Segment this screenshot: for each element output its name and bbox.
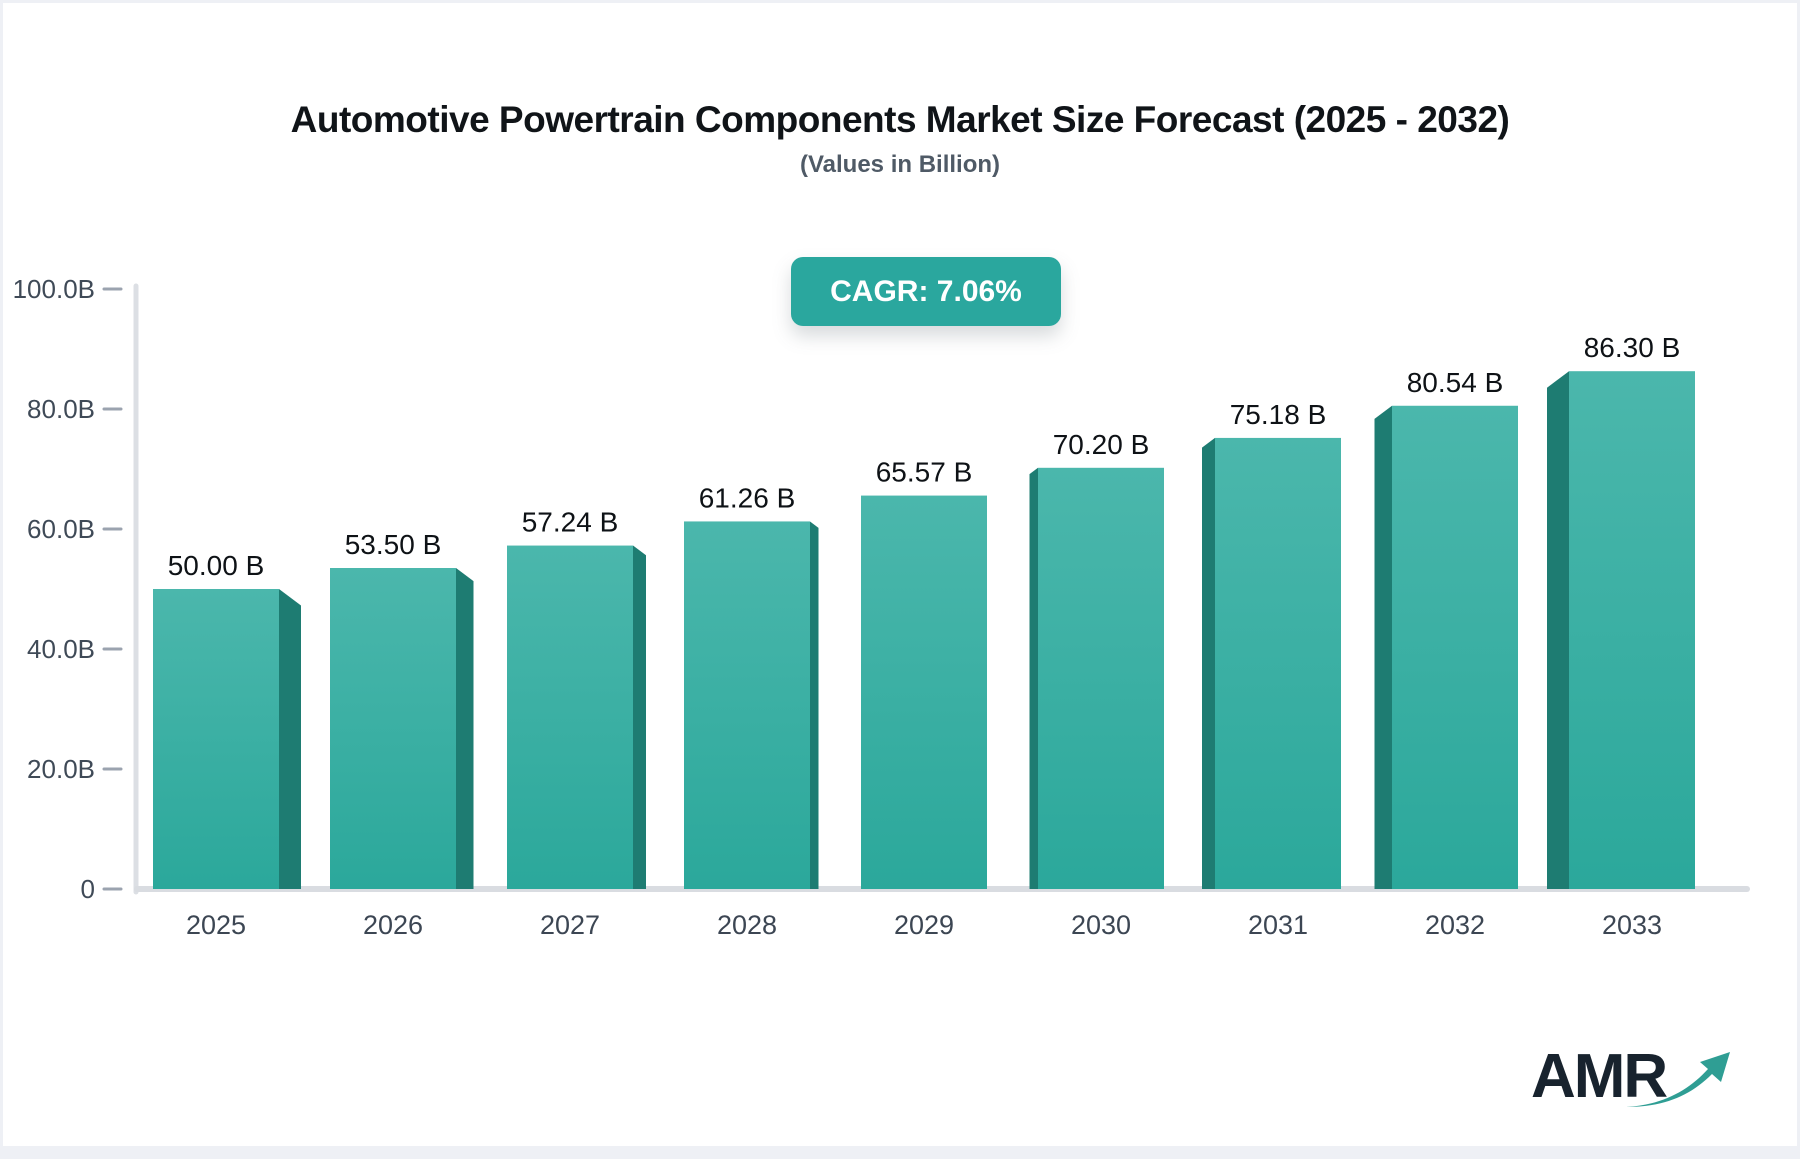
bar-side-2031	[1202, 437, 1215, 889]
bar-side-2026	[456, 568, 474, 889]
bar-value-label: 57.24 B	[522, 507, 619, 538]
x-axis-label: 2031	[1248, 910, 1308, 940]
y-tick-label: 60.0B	[27, 514, 95, 544]
x-axis-label: 2025	[186, 910, 246, 940]
bar-side-2028	[810, 521, 819, 889]
labels-group: 50.00 B 2025 53.50 B 2026 57.24 B 2027 61.26 B…	[168, 332, 1681, 940]
bar-side-2033	[1547, 371, 1569, 889]
chart-subtitle: (Values in Billion)	[799, 151, 1001, 178]
x-axis-label: 2027	[540, 910, 600, 940]
y-tick-label: 20.0B	[27, 754, 95, 784]
bar-2025	[153, 589, 279, 889]
cagr-badge: CAGR: 7.06%	[791, 257, 1061, 326]
x-axis-label: 2029	[894, 910, 954, 940]
bar-side-2027	[633, 545, 646, 889]
bar-side-2030	[1029, 467, 1038, 889]
bars-group	[153, 371, 1695, 889]
bar-2027	[507, 545, 633, 889]
chart-card: Automotive Powertrain Components Market …	[3, 3, 1797, 1146]
y-tick-label: 80.0B	[27, 394, 95, 424]
bar-2031	[1215, 437, 1341, 889]
bar-side-2025	[279, 589, 301, 889]
amr-logo: AMR	[1531, 1031, 1731, 1131]
x-axis-label: 2028	[717, 910, 777, 940]
bar-value-label: 80.54 B	[1407, 367, 1504, 398]
x-axis-label: 2033	[1602, 910, 1662, 940]
y-tick-label: 0	[81, 874, 95, 904]
bar-2030	[1038, 467, 1164, 889]
bar-value-label: 86.30 B	[1584, 332, 1681, 363]
x-axis-label: 2030	[1071, 910, 1131, 940]
chart-title: Automotive Powertrain Components Market …	[290, 99, 1510, 140]
cagr-badge-label: CAGR: 7.06%	[830, 274, 1022, 308]
bar-value-label: 75.18 B	[1230, 399, 1327, 430]
bar-2026	[330, 568, 456, 889]
bar-2033	[1569, 371, 1695, 889]
bar-value-label: 50.00 B	[168, 550, 265, 581]
bar-value-label: 65.57 B	[876, 457, 973, 488]
bar-2029	[861, 495, 987, 889]
bar-value-label: 70.20 B	[1053, 429, 1150, 460]
bar-2028	[684, 521, 810, 889]
y-tick-label: 40.0B	[27, 634, 95, 664]
bar-value-label: 61.26 B	[699, 482, 796, 513]
logo-arrow-icon	[1626, 1052, 1730, 1107]
bar-value-label: 53.50 B	[345, 529, 442, 560]
x-axis-label: 2026	[363, 910, 423, 940]
bar-2032	[1392, 405, 1518, 889]
bar-side-2032	[1374, 405, 1392, 889]
amr-logo-text: AMR	[1531, 1042, 1668, 1111]
x-axis-label: 2032	[1425, 910, 1485, 940]
y-tick-label: 100.0B	[13, 274, 95, 304]
